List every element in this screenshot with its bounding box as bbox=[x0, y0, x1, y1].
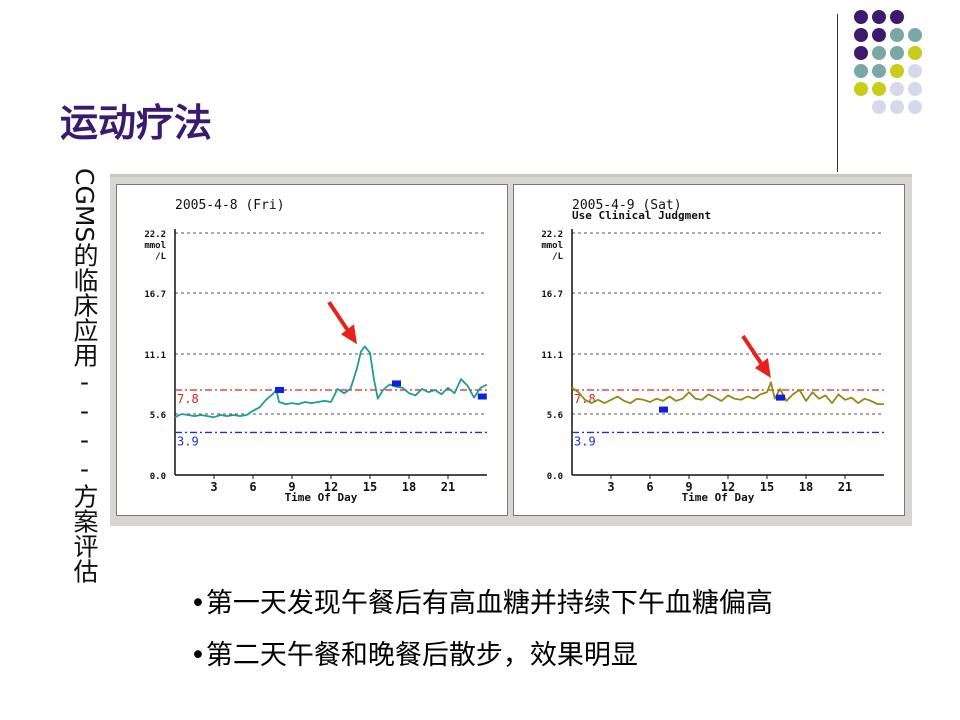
x-tick-label: 9 bbox=[288, 480, 295, 494]
y-tick-label: 11.1 bbox=[541, 351, 563, 361]
event-marker bbox=[392, 380, 401, 387]
x-tick-label: 3 bbox=[607, 480, 614, 494]
decor-dot bbox=[890, 10, 904, 24]
side-label-cjk: 的临床应用----方案评估 bbox=[70, 242, 99, 584]
decor-dot bbox=[872, 46, 886, 60]
chart-panel-day1: 2005-4-8 (Fri) 22.2 mmol/L 16.7 11.1 5.6 0.0 3 6… bbox=[116, 184, 508, 516]
red-arrow-head bbox=[341, 324, 357, 345]
decor-dot bbox=[890, 82, 904, 96]
y-axis-label: mmol bbox=[541, 241, 563, 251]
x-tick-label: 21 bbox=[838, 480, 852, 494]
decor-dot bbox=[872, 28, 886, 42]
header-divider bbox=[837, 14, 838, 172]
red-arrow-head bbox=[754, 357, 771, 378]
chart-title: 2005-4-8 (Fri) bbox=[175, 198, 285, 213]
decor-dot bbox=[872, 82, 886, 96]
y-axis-label: 22.2 bbox=[144, 230, 166, 240]
y-axis-label: mmol bbox=[144, 241, 166, 251]
decor-dot bbox=[854, 82, 868, 96]
event-marker bbox=[659, 406, 668, 413]
x-tick-label: 6 bbox=[249, 480, 256, 494]
y-axis-label: /L bbox=[552, 252, 563, 262]
event-marker bbox=[477, 393, 487, 400]
x-tick-label: 21 bbox=[441, 480, 455, 494]
decor-dot bbox=[890, 28, 904, 42]
threshold-low-label: 3.9 bbox=[177, 434, 199, 448]
event-marker bbox=[776, 394, 785, 401]
glucose-chart-day2: 2005-4-9 (Sat)Use Clinical Judgment 22.2m… bbox=[541, 198, 884, 504]
x-tick-label: 15 bbox=[760, 480, 774, 494]
decor-dot bbox=[908, 82, 922, 96]
decor-dot bbox=[872, 100, 886, 114]
x-axis-title: Time Of Day bbox=[285, 491, 358, 504]
bullet-list: •第一天发现午餐后有高血糖并持续下午血糖偏高 •第二天午餐和晚餐后散步，效果明显 bbox=[190, 578, 773, 682]
y-tick-label: 0.0 bbox=[150, 472, 166, 482]
decor-dot bbox=[854, 28, 868, 42]
chart-title: 2005-4-9 (Sat) bbox=[572, 198, 682, 213]
x-tick-label: 9 bbox=[685, 480, 692, 494]
glucose-series-line bbox=[174, 345, 488, 419]
x-tick-label: 6 bbox=[646, 480, 653, 494]
x-tick-label: 15 bbox=[363, 480, 377, 494]
glucose-series-line bbox=[571, 381, 884, 406]
decor-dot bbox=[908, 100, 922, 114]
event-marker bbox=[275, 386, 284, 393]
y-tick-label: 5.6 bbox=[547, 411, 563, 421]
x-tick-label: 18 bbox=[799, 480, 813, 494]
y-tick-label: 5.6 bbox=[150, 411, 166, 421]
decor-dot bbox=[908, 64, 922, 78]
threshold-high-label: 7.8 bbox=[177, 392, 199, 406]
threshold-low-label: 3.9 bbox=[574, 434, 596, 448]
x-tick-label: 3 bbox=[210, 480, 217, 494]
decor-dot bbox=[854, 64, 868, 78]
chart-subtitle: Use Clinical Judgment bbox=[572, 209, 711, 222]
y-tick-label: 0.0 bbox=[547, 472, 563, 482]
y-axis-label: 22.2 bbox=[541, 230, 563, 240]
y-tick-label: 16.7 bbox=[144, 290, 166, 300]
chart-panel-day2: 2005-4-9 (Sat) Use Clinical Judgment 22.2 m… bbox=[513, 184, 905, 516]
y-tick-label: 11.1 bbox=[144, 351, 166, 361]
decor-dot bbox=[890, 100, 904, 114]
y-axis-label: /L bbox=[155, 252, 166, 262]
x-tick-label: 12 bbox=[721, 480, 735, 494]
decor-dot bbox=[854, 10, 868, 24]
x-tick-label: 12 bbox=[324, 480, 338, 494]
slide-title: 运动疗法 bbox=[60, 101, 213, 145]
decor-dot bbox=[890, 64, 904, 78]
decor-dot bbox=[890, 46, 904, 60]
decor-dot bbox=[872, 10, 886, 24]
decor-dot bbox=[908, 28, 922, 42]
bullet-item: •第一天发现午餐后有高血糖并持续下午血糖偏高 bbox=[190, 588, 773, 619]
decor-dot bbox=[854, 46, 868, 60]
y-tick-label: 16.7 bbox=[541, 290, 563, 300]
decor-dot bbox=[908, 46, 922, 60]
x-axis-title: Time Of Day bbox=[682, 491, 755, 504]
side-label-latin: CGMS bbox=[70, 168, 99, 243]
side-label: CGMS的临床应用----方案评估 bbox=[62, 168, 99, 584]
bullet-item: •第二天午餐和晚餐后散步，效果明显 bbox=[190, 640, 638, 671]
x-tick-label: 18 bbox=[402, 480, 416, 494]
decor-dot bbox=[872, 64, 886, 78]
